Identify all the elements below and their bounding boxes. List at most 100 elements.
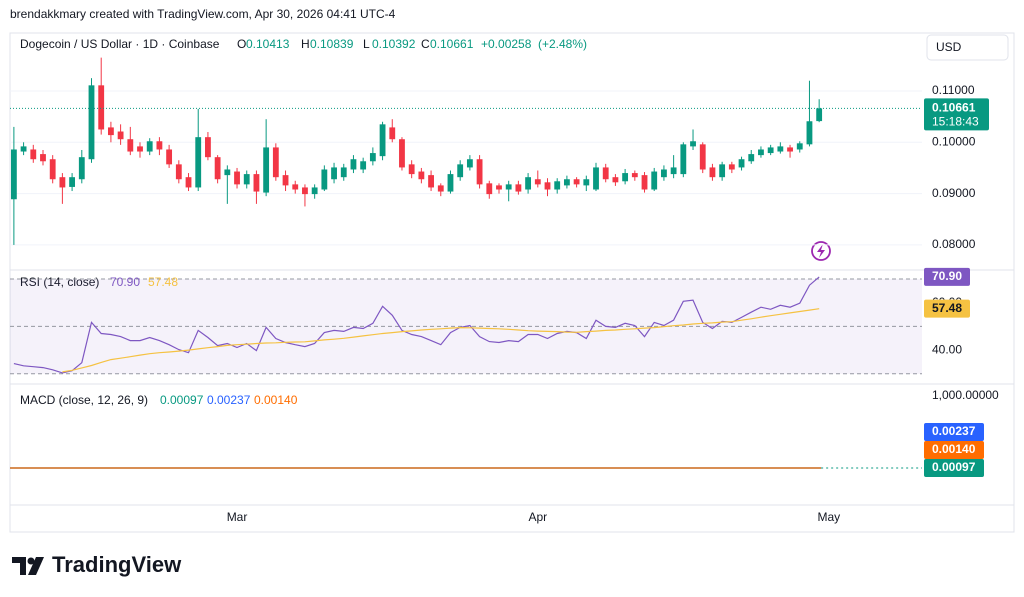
lightning-icon — [811, 241, 831, 261]
candle-body — [369, 153, 376, 162]
candle-body — [185, 177, 192, 188]
candle-body — [146, 141, 153, 152]
candle-body — [428, 175, 434, 188]
candle-body — [399, 139, 405, 168]
macd-badge-label: 0.00097 — [932, 460, 976, 474]
change: +0.00258 — [481, 37, 532, 51]
candle-body — [457, 164, 464, 178]
macd-legend-value: 0.00140 — [254, 393, 298, 407]
candle-body — [699, 144, 706, 170]
candle-body — [137, 146, 143, 152]
candle-body — [554, 181, 561, 190]
x-tick-label: May — [818, 510, 841, 524]
y-tick-label: 0.09000 — [932, 186, 976, 200]
macd-badge-label: 0.00140 — [932, 442, 976, 456]
candle-body — [573, 179, 580, 185]
macd-badge — [924, 423, 984, 442]
candle-body — [505, 184, 512, 190]
rsi-badge — [924, 299, 970, 318]
ohlc-value: 0.10413 — [246, 37, 290, 51]
candle-body — [69, 177, 76, 187]
candle-body — [30, 149, 37, 160]
candle-body — [728, 164, 735, 170]
y-tick-label: 0.08000 — [932, 237, 976, 251]
candle-body — [311, 187, 318, 195]
rsi-badge — [924, 267, 970, 286]
candle-body — [253, 174, 260, 192]
y-tick-label: 0.11000 — [932, 83, 975, 97]
candle-body — [234, 171, 240, 185]
attribution: brendakkmary created with TradingView.co… — [10, 7, 396, 21]
candle-body — [661, 169, 667, 178]
candle-body — [107, 127, 114, 136]
ohlc-key: C — [421, 37, 430, 51]
candle-body — [593, 167, 599, 190]
y-tick-label: 40.00 — [932, 342, 962, 356]
candle-body — [40, 154, 46, 162]
candle-body — [486, 183, 493, 195]
candle-body — [263, 147, 270, 193]
candle-body — [622, 173, 629, 182]
candle-body — [389, 127, 396, 140]
candle-body — [806, 121, 813, 145]
ohlc-key: L — [363, 37, 370, 51]
candle-body — [175, 164, 182, 180]
candle-body — [195, 137, 202, 188]
y-tick-label: 0.10000 — [932, 134, 976, 148]
candle-body — [641, 175, 648, 190]
rsi-legend-value: 57.48 — [148, 275, 178, 289]
rsi-legend-value: 70.90 — [110, 275, 140, 289]
price-badge-label: 0.10661 — [932, 101, 976, 115]
logo — [12, 557, 44, 575]
candle-body — [525, 177, 532, 190]
macd-badge — [924, 441, 984, 460]
candle-body — [719, 164, 726, 178]
candle-body — [466, 159, 473, 168]
candle-body — [709, 167, 716, 178]
candle-body — [205, 137, 211, 158]
candle-body — [816, 108, 823, 122]
candle-body — [476, 159, 483, 185]
candle-body — [282, 175, 289, 186]
candle-body — [767, 147, 774, 154]
candle-body — [360, 161, 367, 170]
rsi-line — [13, 276, 820, 374]
candle-body — [292, 184, 299, 190]
candle-body — [166, 149, 173, 165]
candle-body — [214, 157, 221, 180]
candle-body — [602, 167, 609, 180]
candle-body — [156, 141, 163, 150]
candle-body — [651, 171, 658, 190]
chart-frame — [9, 32, 1015, 533]
candle-body — [738, 159, 745, 168]
candle-body — [331, 167, 337, 180]
candle-body — [563, 179, 570, 186]
candle-body — [437, 185, 444, 192]
candle-body — [612, 177, 619, 183]
candle-body — [796, 143, 803, 150]
ohlc-key: H — [301, 37, 310, 51]
candle-body — [350, 159, 357, 170]
candle-body — [272, 147, 279, 178]
countdown: 15:18:43 — [932, 115, 979, 129]
candle-body — [544, 182, 551, 190]
currency-button[interactable] — [926, 34, 1009, 61]
candle-body — [88, 85, 95, 160]
candle-body — [418, 171, 425, 180]
candle-body — [758, 149, 764, 156]
candle-body — [117, 131, 124, 140]
macd-badge — [924, 459, 984, 478]
symbol-title: Dogecoin / US Dollar · 1D · Coinbase — [20, 37, 220, 51]
rsi-badge-label: 57.48 — [932, 301, 962, 315]
currency-label: USD — [936, 40, 962, 54]
candle-body — [321, 169, 328, 190]
ohlc-value: 0.10392 — [372, 37, 416, 51]
logo-text: TradingView — [52, 552, 182, 577]
candle-body — [127, 139, 134, 152]
candle-body — [78, 157, 85, 180]
candle-body — [340, 167, 347, 178]
candle-body — [670, 167, 677, 175]
candle-body — [408, 164, 415, 175]
candle-body — [777, 146, 784, 152]
